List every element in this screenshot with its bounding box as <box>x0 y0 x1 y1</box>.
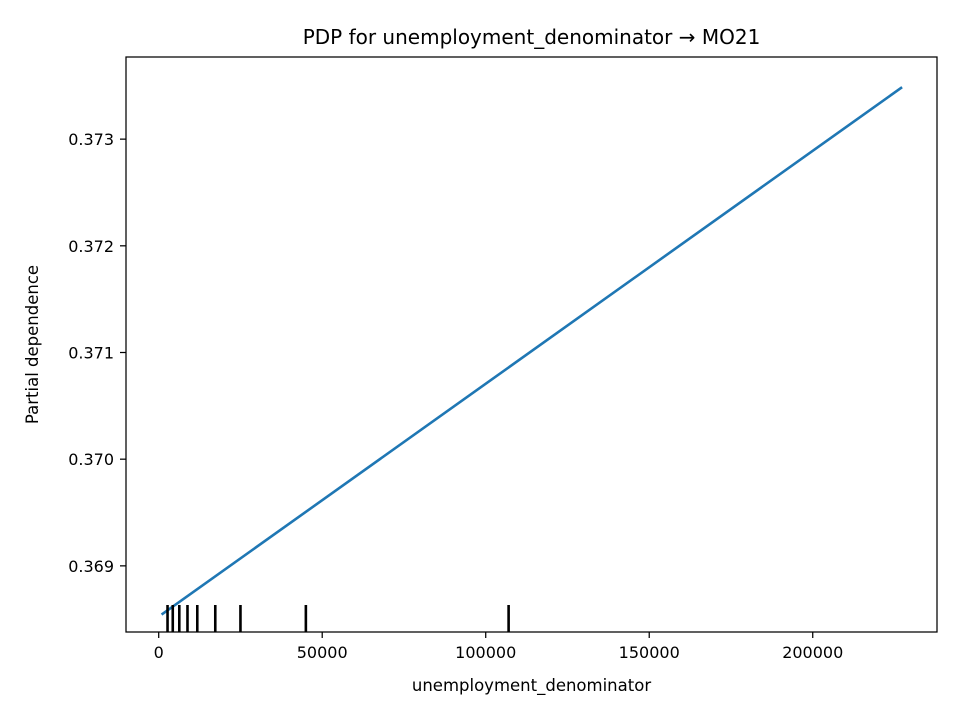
series-line-0 <box>160 86 903 616</box>
x-axis-label: unemployment_denominator <box>412 676 651 696</box>
chart-title: PDP for unemployment_denominator → MO21 <box>303 25 761 49</box>
y-tick-label: 0.373 <box>68 130 114 149</box>
y-axis-label: Partial dependence <box>23 265 42 424</box>
y-tick-label: 0.371 <box>68 344 114 363</box>
x-tick-label: 50000 <box>297 643 348 662</box>
y-tick-label: 0.370 <box>68 450 114 469</box>
x-tick-label: 100000 <box>455 643 516 662</box>
x-axis: 0 50000 100000 150000 200000 <box>154 632 843 662</box>
plot-frame <box>125 56 938 633</box>
x-tick-label: 0 <box>154 643 164 662</box>
plot-area <box>160 86 903 632</box>
x-tick-label: 200000 <box>782 643 843 662</box>
y-tick-label: 0.372 <box>68 237 114 256</box>
y-tick-label: 0.369 <box>68 557 114 576</box>
x-tick-label: 150000 <box>619 643 680 662</box>
y-axis: 0.369 0.370 0.371 0.372 0.373 <box>68 130 126 576</box>
